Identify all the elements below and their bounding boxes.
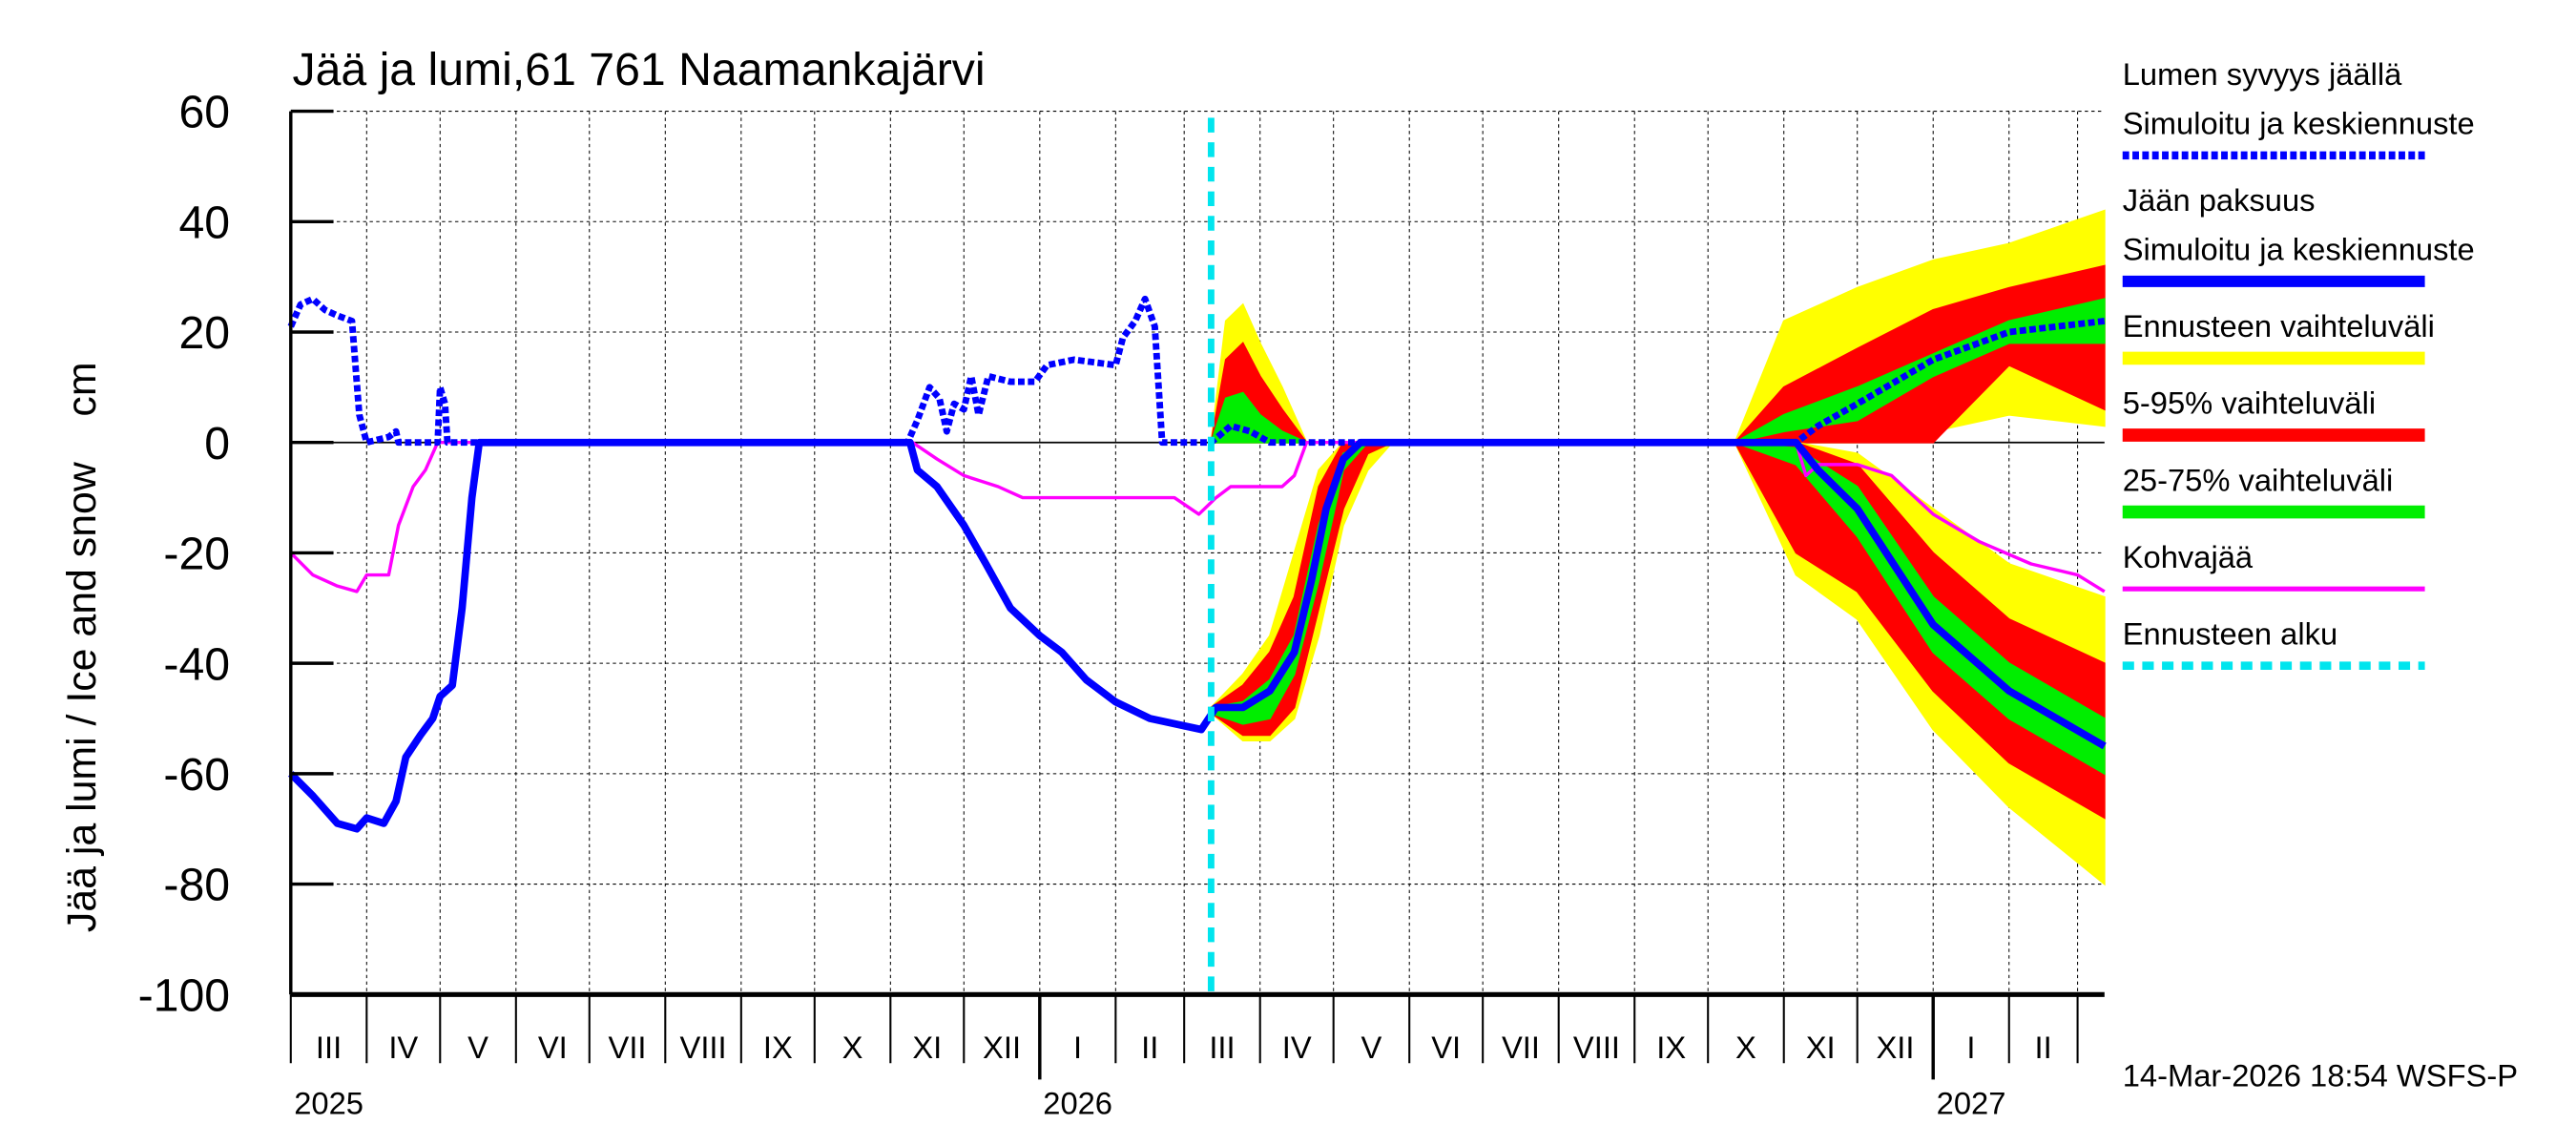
- y-tick-label: -60: [163, 749, 230, 801]
- month-label: III: [1209, 1030, 1235, 1065]
- month-label: IX: [1656, 1030, 1686, 1065]
- month-label: II: [1141, 1030, 1158, 1065]
- legend-label: Kohvajää: [2123, 539, 2254, 574]
- y-tick-label: -20: [163, 529, 230, 580]
- forecast-bands: [1210, 209, 2106, 886]
- month-label: I: [1966, 1030, 1975, 1065]
- month-label: V: [1361, 1030, 1382, 1065]
- y-axis-label: Jää ja lumi / Ice and snow cm: [59, 362, 105, 932]
- month-label: VI: [1431, 1030, 1461, 1065]
- month-label: IV: [388, 1030, 418, 1065]
- legend-label: Ennusteen vaihteluväli: [2123, 308, 2435, 344]
- month-label: XII: [983, 1030, 1021, 1065]
- month-label: X: [1735, 1030, 1756, 1065]
- footer-timestamp: 14-Mar-2026 18:54 WSFS-P: [2123, 1057, 2518, 1093]
- month-label: II: [2035, 1030, 2052, 1065]
- series-lines: [287, 117, 2107, 995]
- legend-sublabel: Simuloitu ja keskiennuste: [2123, 106, 2475, 141]
- legend-label: Lumen syvyys jäällä: [2123, 56, 2402, 92]
- month-label: XII: [1876, 1030, 1914, 1065]
- y-tick-label: -100: [138, 970, 230, 1022]
- legend-label: 5-95% vaihteluväli: [2123, 385, 2376, 421]
- axes: III IV V VI VII VIII IX X XI XII I II III IV V VI VII VII…: [138, 87, 2105, 1120]
- month-label: IV: [1282, 1030, 1312, 1065]
- year-label: 2025: [294, 1085, 364, 1120]
- legend-label: Jään paksuus: [2123, 182, 2316, 218]
- month-label: IX: [763, 1030, 793, 1065]
- month-label: III: [316, 1030, 342, 1065]
- year-label: 2026: [1043, 1085, 1112, 1120]
- legend-sublabel: Simuloitu ja keskiennuste: [2123, 232, 2475, 267]
- month-label: VI: [538, 1030, 568, 1065]
- y-tick-label: -80: [163, 860, 230, 911]
- month-label: VII: [1502, 1030, 1540, 1065]
- month-label: XI: [1806, 1030, 1836, 1065]
- y-tick-label: 40: [178, 198, 230, 249]
- month-label: VII: [609, 1030, 647, 1065]
- y-tick-label: 60: [178, 87, 230, 138]
- chart-title: Jää ja lumi,61 761 Naamankajärvi: [293, 44, 986, 95]
- month-label: I: [1073, 1030, 1082, 1065]
- month-label: V: [467, 1030, 488, 1065]
- snow-depth-line: [287, 295, 2106, 447]
- legend: Lumen syvyys jäällä Simuloitu ja keskienn…: [2123, 56, 2475, 670]
- legend-label: 25-75% vaihteluväli: [2123, 462, 2394, 497]
- forecast-band: [1210, 441, 1393, 737]
- y-tick-label: -40: [163, 638, 230, 690]
- y-tick-label: 20: [178, 307, 230, 359]
- legend-label: Ennusteen alku: [2123, 615, 2337, 651]
- year-label: 2027: [1937, 1085, 2006, 1120]
- y-tick-label: 0: [204, 418, 230, 469]
- ice-thickness-line: [288, 438, 2107, 833]
- month-label: VIII: [680, 1030, 727, 1065]
- month-label: VIII: [1573, 1030, 1620, 1065]
- slush-ice-line: [289, 440, 2106, 593]
- month-label: XI: [912, 1030, 942, 1065]
- month-label: X: [842, 1030, 863, 1065]
